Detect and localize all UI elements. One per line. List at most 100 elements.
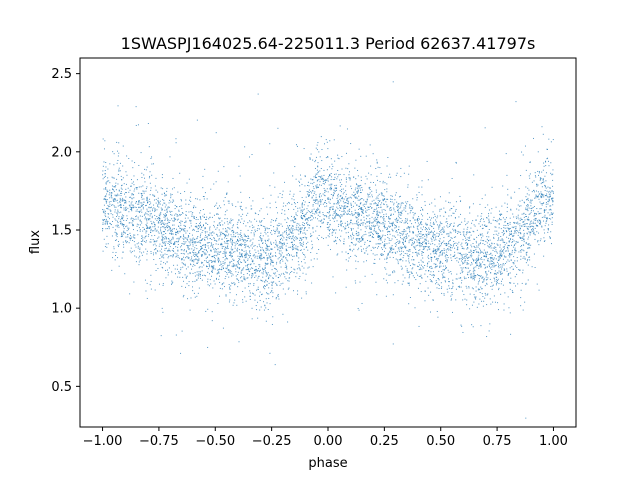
data-point xyxy=(120,236,122,238)
data-point xyxy=(261,257,263,259)
data-point xyxy=(175,231,177,233)
data-point xyxy=(316,186,318,188)
data-point xyxy=(494,270,496,272)
data-point xyxy=(240,256,242,258)
data-point xyxy=(312,205,314,207)
data-point xyxy=(129,293,131,295)
data-point xyxy=(488,213,490,215)
data-point xyxy=(201,261,203,263)
data-point xyxy=(175,234,177,236)
data-point xyxy=(470,256,472,258)
data-point xyxy=(461,325,463,327)
data-point xyxy=(497,256,499,258)
data-point xyxy=(428,248,430,250)
data-point xyxy=(397,241,399,243)
data-point xyxy=(430,257,432,259)
data-point xyxy=(407,227,409,229)
data-point xyxy=(480,275,482,277)
data-point xyxy=(472,220,474,222)
data-point xyxy=(429,216,431,218)
data-point xyxy=(331,183,333,185)
data-point xyxy=(520,255,522,257)
data-point xyxy=(219,243,221,245)
data-point xyxy=(439,252,441,254)
data-point xyxy=(447,257,449,259)
data-point xyxy=(513,222,515,224)
data-point xyxy=(123,224,125,226)
data-point xyxy=(140,243,142,245)
data-point xyxy=(371,194,373,196)
data-point xyxy=(225,295,227,297)
data-point xyxy=(214,249,216,251)
data-point xyxy=(186,230,188,232)
data-point xyxy=(544,190,546,192)
data-point xyxy=(542,169,544,171)
data-point xyxy=(436,310,438,312)
data-point xyxy=(119,170,121,172)
data-point xyxy=(155,252,157,254)
data-point xyxy=(529,177,531,179)
data-point xyxy=(412,225,414,227)
data-point xyxy=(160,226,162,228)
data-point xyxy=(339,125,341,127)
data-point xyxy=(328,176,330,178)
data-point xyxy=(404,277,406,279)
data-point xyxy=(399,246,401,248)
data-point xyxy=(390,195,392,197)
data-point xyxy=(280,223,282,225)
data-point xyxy=(499,255,501,257)
data-point xyxy=(517,230,519,232)
data-point xyxy=(156,205,158,207)
data-point xyxy=(471,263,473,265)
data-point xyxy=(237,274,239,276)
data-point xyxy=(192,228,194,230)
data-point xyxy=(515,222,517,224)
data-point xyxy=(406,227,408,229)
data-point xyxy=(143,198,145,200)
data-point xyxy=(544,175,546,177)
data-point xyxy=(376,222,378,224)
data-point xyxy=(311,197,313,199)
data-point xyxy=(153,199,155,201)
data-point xyxy=(318,249,320,251)
data-point xyxy=(212,268,214,270)
data-point xyxy=(371,196,373,198)
data-point xyxy=(486,225,488,227)
data-point xyxy=(239,239,241,241)
data-point xyxy=(225,294,227,296)
data-point xyxy=(323,221,325,223)
data-point xyxy=(287,321,289,323)
data-point xyxy=(218,272,220,274)
data-point xyxy=(492,247,494,249)
data-point xyxy=(179,272,181,274)
data-point xyxy=(463,233,465,235)
data-point xyxy=(398,203,400,205)
data-point xyxy=(238,341,240,343)
data-point xyxy=(340,214,342,216)
data-point xyxy=(456,278,458,280)
data-point xyxy=(466,231,468,233)
data-point xyxy=(324,180,326,182)
data-point xyxy=(266,246,268,248)
data-point xyxy=(490,257,492,259)
data-point xyxy=(362,248,364,250)
data-point xyxy=(200,246,202,248)
data-point xyxy=(179,257,181,259)
data-point xyxy=(272,265,274,267)
data-point xyxy=(360,245,362,247)
data-point xyxy=(401,267,403,269)
data-point xyxy=(356,220,358,222)
data-point xyxy=(423,240,425,242)
data-point xyxy=(533,189,535,191)
data-point xyxy=(131,210,133,212)
data-point xyxy=(316,177,318,179)
data-point xyxy=(132,239,134,241)
data-point xyxy=(466,287,468,289)
data-point xyxy=(260,239,262,241)
data-point xyxy=(440,242,442,244)
data-point xyxy=(254,294,256,296)
data-point xyxy=(411,244,413,246)
data-point xyxy=(304,185,306,187)
data-point xyxy=(130,247,132,249)
data-point xyxy=(135,246,137,248)
